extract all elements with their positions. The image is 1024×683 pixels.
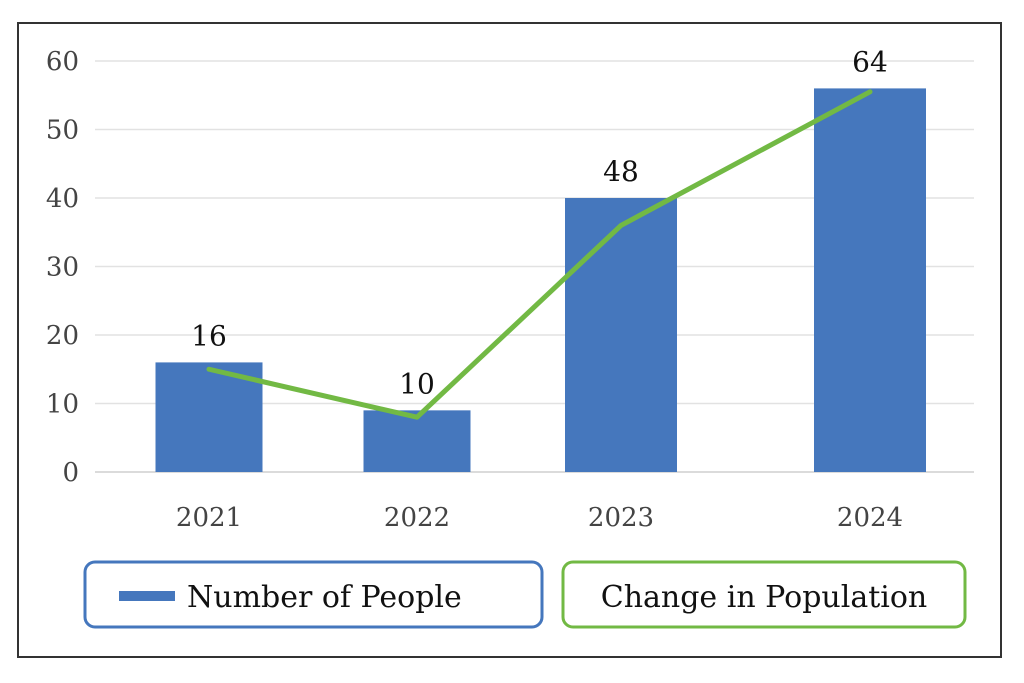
data-label: 48: [603, 155, 639, 188]
legend-box-change-in-population: [561, 560, 967, 629]
y-axis-ticks: 0 10 20 30 40 50 60: [46, 47, 79, 488]
x-tick-label: 2022: [384, 503, 450, 533]
x-tick-label: 2024: [837, 503, 903, 533]
y-tick-label: 10: [46, 390, 79, 420]
y-tick-label: 30: [46, 253, 79, 283]
chart-frame: 0 10 20 30 40 50 60 16 10 48 64 2021 2022 2023 2024 …: [17, 22, 1002, 658]
population-change-line: [206, 89, 873, 420]
legend-label-number-of-people: Number of People: [187, 580, 462, 615]
data-label: 16: [191, 319, 227, 352]
y-tick-label: 50: [46, 116, 79, 146]
x-tick-label: 2021: [176, 503, 242, 533]
bar-series: [155, 88, 926, 473]
x-tick-label: 2023: [588, 503, 654, 533]
data-label: 64: [852, 45, 888, 78]
legend-item-change-in-population[interactable]: Change in Population: [561, 560, 967, 629]
data-labels: 16 10 48 64: [191, 45, 888, 400]
legend-item-number-of-people[interactable]: Number of People: [83, 560, 544, 629]
bar: [155, 362, 263, 472]
bar: [565, 198, 677, 472]
legend-box-number-of-people: [83, 560, 544, 629]
bar: [814, 88, 926, 473]
line-series: [206, 89, 873, 420]
y-tick-label: 20: [46, 321, 79, 351]
legend-label-change-in-population: Change in Population: [601, 580, 928, 615]
legend: Number of People Change in Population: [83, 560, 967, 629]
x-axis-ticks: 2021 2022 2023 2024: [176, 503, 903, 533]
legend-swatch-number-of-people: [119, 591, 175, 601]
data-label: 10: [399, 367, 435, 400]
y-tick-label: 0: [62, 458, 79, 488]
y-tick-label: 40: [46, 184, 79, 214]
y-tick-label: 60: [46, 47, 79, 77]
bar: [363, 410, 471, 472]
